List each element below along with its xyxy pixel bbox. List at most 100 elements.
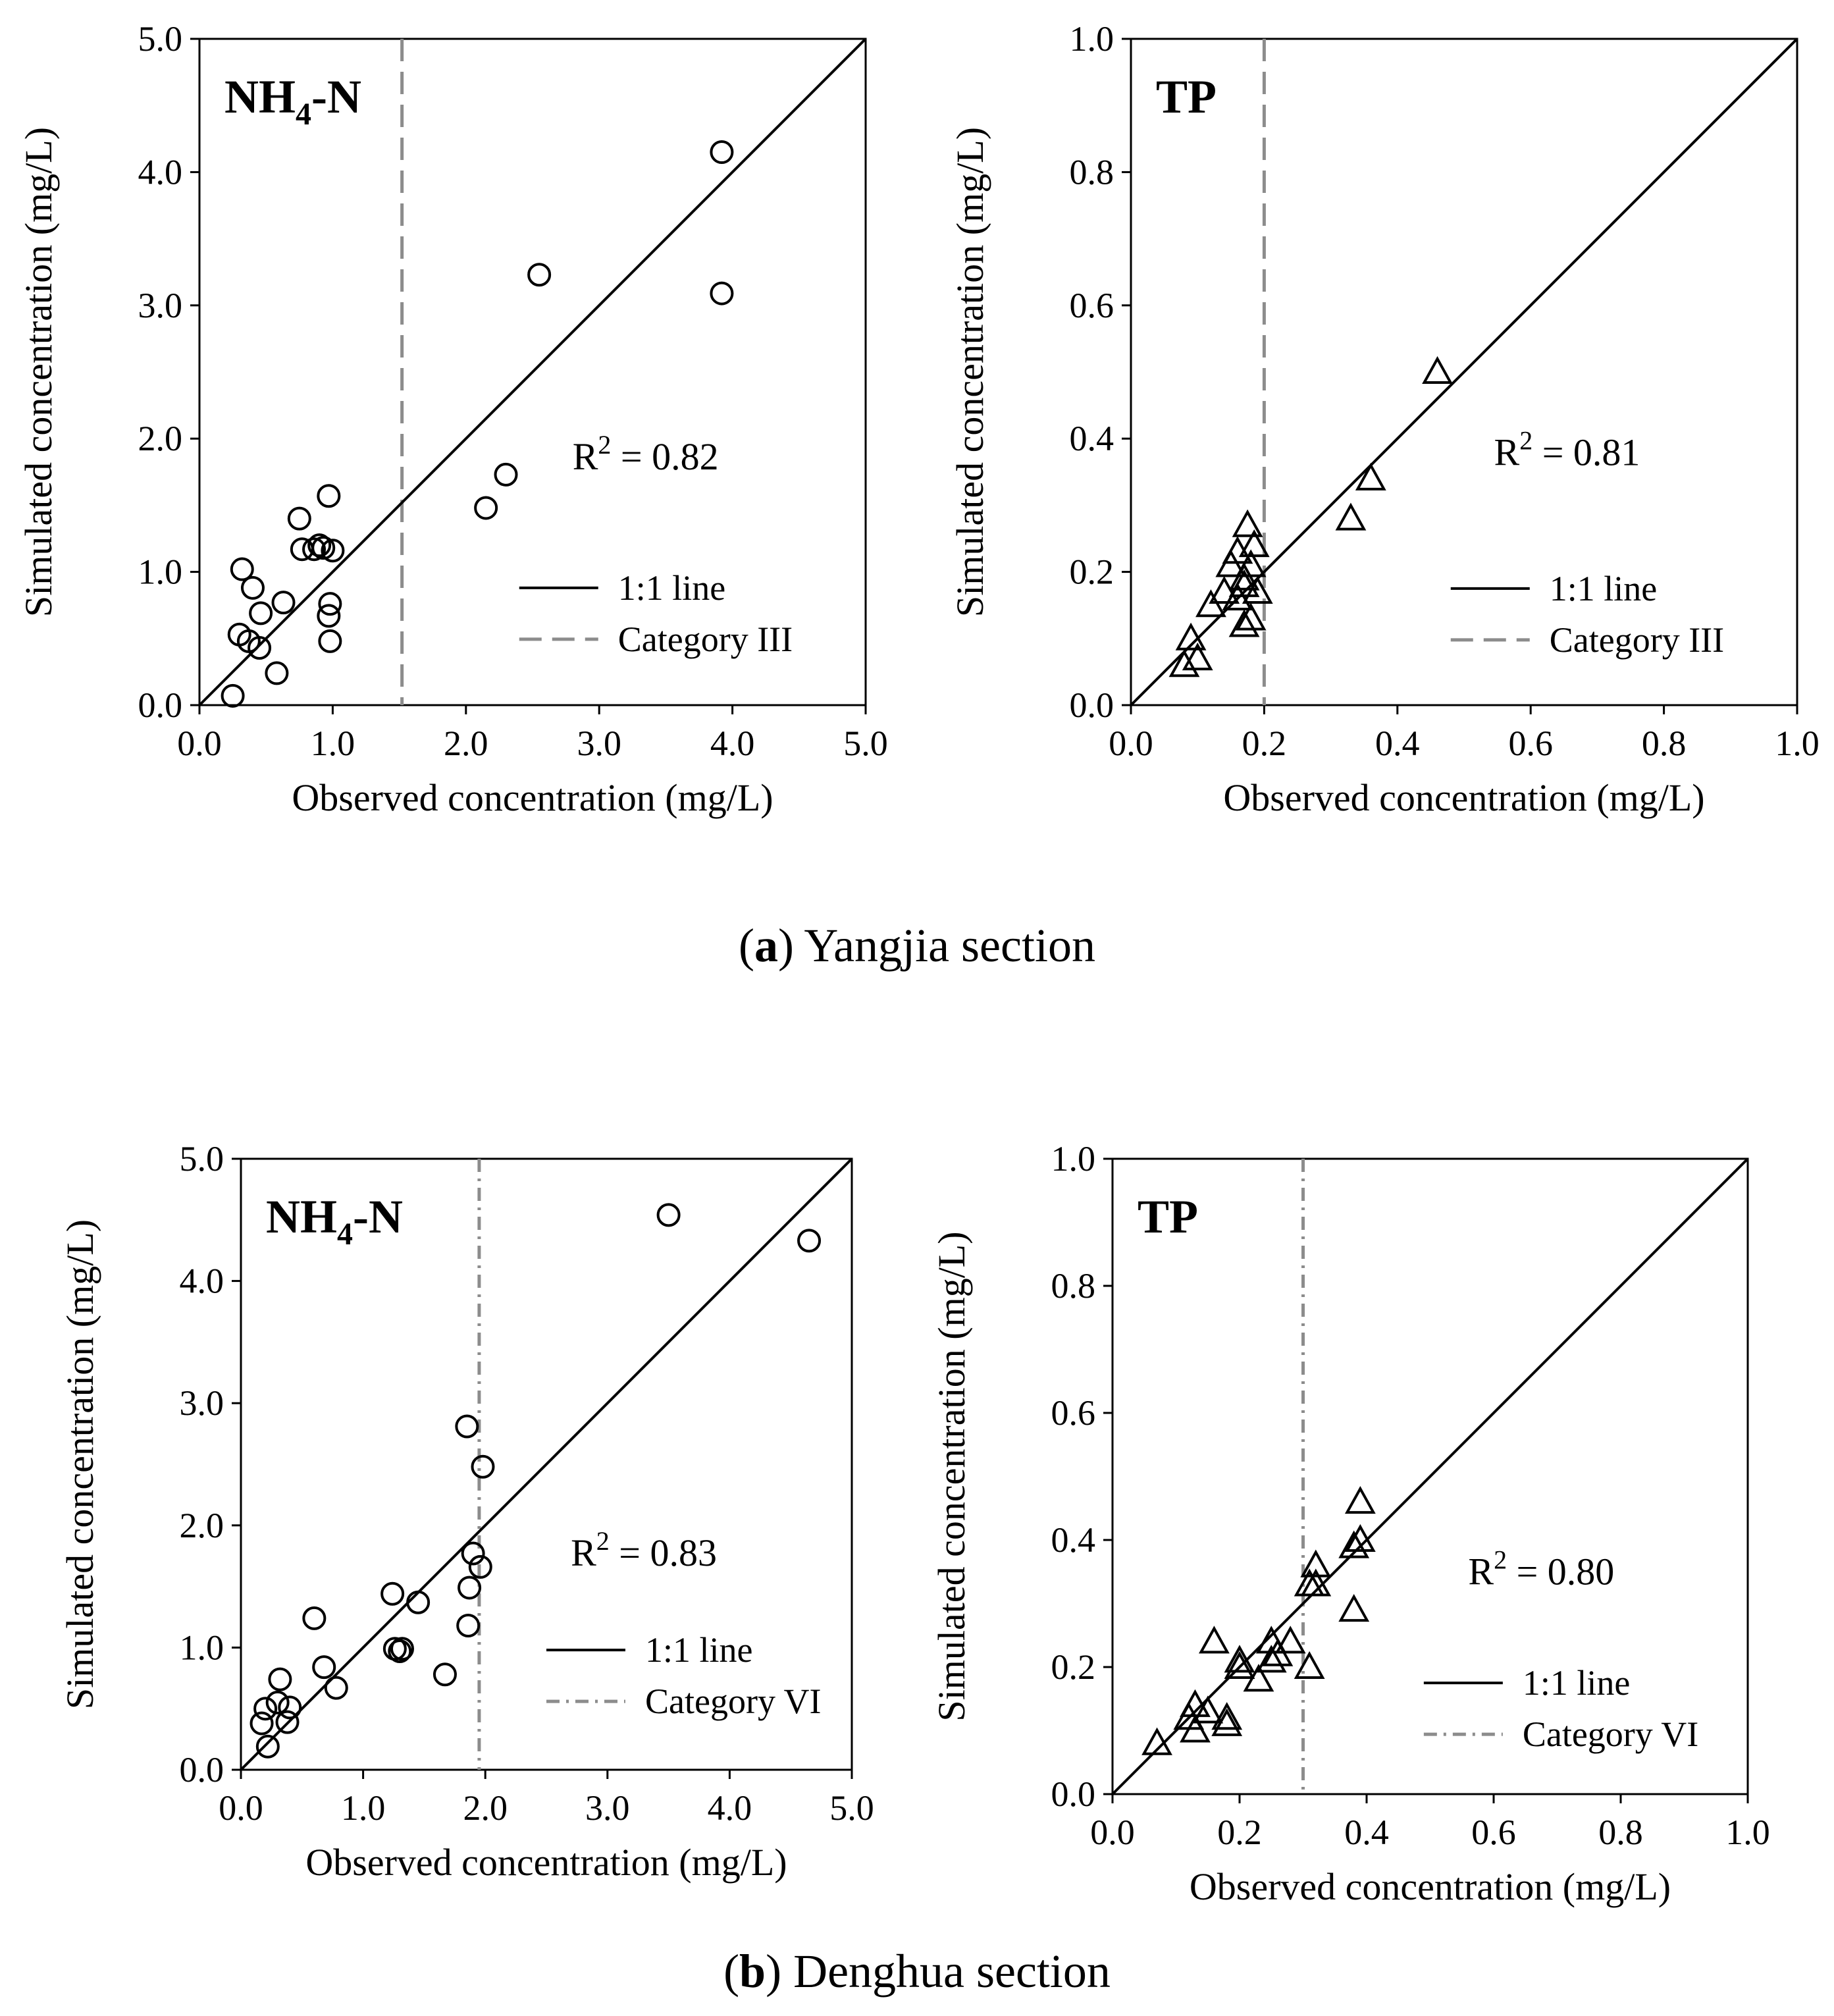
y-tick-label: 2.0	[180, 1506, 224, 1545]
data-point	[1243, 1664, 1274, 1692]
legend-label: Category III	[618, 620, 793, 659]
data-point	[494, 462, 518, 487]
y-tick-label: 0.2	[1070, 552, 1114, 592]
legend-label: 1:1 line	[1550, 569, 1657, 608]
data-point	[406, 1590, 431, 1614]
x-tick-label: 1.0	[1775, 724, 1820, 763]
legend-label: Category VI	[1523, 1714, 1698, 1754]
species-label: TP	[1156, 70, 1217, 123]
panel-denghua-tp: 0.00.0 0.2 0.2 0.4 0.4 0.6 0.6 0.8 0.8 1.0 1.0 Obse…	[930, 1139, 1770, 1908]
species-subscript: 4	[337, 1217, 353, 1252]
x-tick-label: 0.2	[1217, 1813, 1262, 1852]
y-tick-label: 0.0	[1051, 1774, 1096, 1814]
data-point	[1141, 1727, 1172, 1755]
y-tick-label: 0.2	[1051, 1647, 1096, 1687]
x-tick-label: 0.4	[1375, 724, 1420, 763]
data-point	[1192, 1695, 1224, 1724]
species-tail: -N	[353, 1190, 403, 1243]
r-squared-r: R	[1494, 431, 1520, 474]
data-point	[249, 601, 273, 625]
data-point	[527, 263, 552, 287]
x-tick-label: 1.0	[1725, 1813, 1770, 1852]
x-tick-label: 2.0	[463, 1788, 508, 1828]
data-point	[1300, 1549, 1332, 1578]
data-point	[1211, 1702, 1243, 1730]
x-tick-label: 4.0	[708, 1788, 752, 1828]
y-axis-label: Simulated concentration (mg/L)	[59, 1219, 101, 1709]
data-point	[255, 1734, 280, 1759]
x-axis-label: Observed concentration (mg/L)	[292, 776, 773, 819]
x-tick-label: 5.0	[843, 724, 888, 763]
r-squared-label: R2 = 0.81	[1494, 426, 1640, 474]
data-point	[1224, 1651, 1255, 1679]
one-to-one-line	[1130, 38, 1798, 706]
data-point	[710, 140, 734, 165]
x-tick-label: 3.0	[585, 1788, 630, 1828]
data-point	[797, 1229, 822, 1253]
data-point	[1335, 502, 1367, 531]
data-point	[432, 1662, 457, 1687]
one-to-one-line	[240, 1157, 853, 1771]
x-tick-label: 3.0	[577, 724, 621, 763]
y-tick-label: 4.0	[180, 1261, 224, 1301]
x-tick-label: 0.6	[1471, 1813, 1516, 1852]
data-point	[1242, 575, 1273, 604]
data-point	[302, 1606, 327, 1630]
y-tick-label: 0.8	[1070, 152, 1114, 192]
one-to-one-line	[198, 38, 867, 706]
data-point	[253, 1697, 278, 1721]
legend-label: 1:1 line	[1523, 1663, 1630, 1703]
panel-yangjia-nh4n: 0.00.0 1.0 1.0 2.0 2.0 3.0 3.0 4.0 4.0 5.0 5.0 Obse…	[17, 19, 888, 819]
data-point	[1180, 1714, 1211, 1743]
data-point	[287, 506, 311, 531]
data-point	[311, 536, 336, 560]
species-subscript: 4	[296, 97, 311, 132]
x-tick-label: 0.2	[1242, 724, 1287, 763]
data-point	[1215, 549, 1247, 577]
x-tick-label: 5.0	[829, 1788, 874, 1828]
x-tick-label: 0.0	[177, 724, 222, 763]
y-tick-label: 3.0	[180, 1383, 224, 1423]
y-tick-label: 0.0	[180, 1750, 224, 1790]
x-tick-label: 0.4	[1344, 1813, 1389, 1852]
r-squared-exponent: 2	[1519, 426, 1533, 456]
r-squared-r: R	[1468, 1551, 1494, 1593]
r-squared-value: = 0.82	[611, 435, 718, 478]
data-point	[1274, 1626, 1306, 1654]
data-point	[456, 1613, 481, 1637]
y-tick-label: 1.0	[180, 1628, 224, 1667]
data-point	[1168, 649, 1200, 677]
y-tick-label: 1.0	[138, 552, 183, 592]
legend-label: Category VI	[645, 1682, 821, 1721]
y-tick-label: 0.4	[1070, 419, 1114, 458]
species-tail: -N	[311, 70, 361, 123]
species-main: TP	[1138, 1190, 1198, 1243]
y-axis-label: Simulated concentration (mg/L)	[949, 127, 991, 617]
data-point	[1355, 462, 1386, 491]
panel-yangjia-tp: 0.00.0 0.2 0.2 0.4 0.4 0.6 0.6 0.8 0.8 1.0 1.0 Obse…	[949, 19, 1820, 819]
data-point	[1422, 356, 1453, 384]
r-squared-label: R2 = 0.80	[1468, 1545, 1614, 1593]
data-point	[1238, 529, 1270, 558]
y-tick-label: 0.0	[138, 685, 183, 725]
plot-frame	[198, 38, 867, 706]
species-label: TP	[1138, 1190, 1198, 1243]
x-axis-label: Observed concentration (mg/L)	[1190, 1865, 1671, 1908]
x-tick-label: 0.0	[1090, 1813, 1135, 1852]
data-point	[318, 592, 342, 616]
r-squared-value: = 0.81	[1533, 431, 1640, 474]
r-squared-r: R	[573, 435, 598, 478]
species-label: NH4-N	[266, 1190, 403, 1252]
data-point	[1182, 643, 1213, 671]
x-tick-label: 0.0	[219, 1788, 263, 1828]
data-point	[317, 604, 341, 628]
data-point	[1224, 1645, 1255, 1673]
species-main: TP	[1156, 70, 1217, 123]
r-squared-r: R	[571, 1531, 596, 1574]
r-squared-exponent: 2	[598, 430, 611, 460]
data-point	[390, 1637, 414, 1661]
y-tick-label: 0.0	[1070, 685, 1114, 725]
x-tick-label: 4.0	[710, 724, 755, 763]
data-point	[1199, 1626, 1230, 1654]
